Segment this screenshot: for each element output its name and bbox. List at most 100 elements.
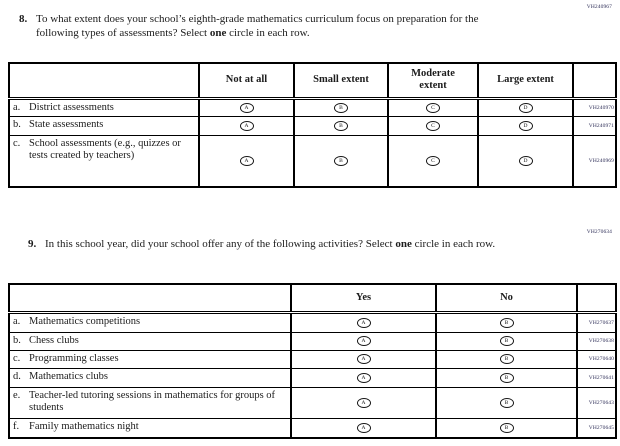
row-accession-code: VH270640 [576, 349, 617, 369]
option-cell: B [435, 311, 578, 333]
question-9-line-1: In this school year, did your school off… [45, 238, 412, 250]
answer-circle[interactable]: B [499, 372, 514, 383]
row-label-cell: e. Teacher-led tutoring sessions in mathe… [8, 386, 292, 419]
question-8-line-1: To what extent does your school’s eighth… [36, 13, 394, 25]
question-9-number: 9. [28, 238, 37, 250]
answer-circle[interactable]: D [518, 120, 533, 131]
option-cell: B [435, 367, 578, 388]
row-label: Chess clubs [29, 334, 79, 346]
row-accession-code: VH240970 [572, 97, 617, 117]
answer-circle[interactable]: B [334, 155, 348, 166]
question-9-line2-pre: circle in each row. [414, 238, 496, 250]
question-9-line1-pre: In this school year, did your school off… [45, 238, 396, 250]
answer-circle[interactable]: A [356, 422, 371, 433]
row-letter: f. [13, 420, 20, 432]
answer-circle[interactable]: A [239, 120, 254, 131]
row-label-cell: f. Family mathematics night [8, 417, 292, 439]
row-label: Mathematics clubs [29, 370, 109, 382]
option-cell: D [477, 97, 574, 117]
option-cell: A [290, 311, 437, 333]
answer-circle[interactable]: A [356, 372, 371, 383]
option-cell: B [435, 417, 578, 439]
q8-column-header-large-extent: Large extent [477, 62, 574, 100]
answer-circle[interactable]: A [356, 317, 371, 328]
q8-header-row: Not at all Small extent Moderate extent … [8, 62, 617, 100]
row-accession-code: VH270641 [576, 367, 617, 388]
row-label: Family mathematics night [29, 420, 139, 432]
question-8-number: 8. [19, 13, 28, 25]
option-cell: B [293, 134, 389, 188]
question-8-line2-bold: one [209, 26, 227, 39]
question-9: 9. In this school year, did your school … [28, 238, 514, 252]
option-cell: D [477, 115, 574, 136]
option-cell: C [387, 134, 479, 188]
q8-header-blank [8, 62, 200, 100]
answer-circle[interactable]: A [356, 354, 371, 365]
option-cell: A [290, 349, 437, 369]
answer-circle[interactable]: B [499, 336, 514, 347]
row-letter: d. [13, 370, 21, 382]
q9-header-code-blank [576, 283, 617, 314]
row-accession-code: VH240969 [572, 134, 617, 188]
option-cell: A [290, 331, 437, 351]
q9-header-row: Yes No [8, 283, 617, 314]
row-label-cell: b. State assessments [8, 115, 200, 136]
row-accession-code: VH270643 [576, 386, 617, 419]
option-cell: A [290, 367, 437, 388]
row-label-cell: c. Programming classes [8, 349, 292, 369]
answer-circle[interactable]: A [356, 336, 371, 347]
option-cell: B [435, 386, 578, 419]
q8-table-row-b: b. State assessments A B C D VH240971 [8, 115, 617, 136]
q8-column-header-not-at-all: Not at all [198, 62, 295, 100]
row-label: District assessments [29, 101, 114, 113]
option-cell: A [198, 97, 295, 117]
q9-table-row-c: c. Programming classes A B VH270640 [8, 349, 617, 369]
answer-circle[interactable]: B [499, 397, 514, 408]
question-9-line-2: circle in each row. [415, 238, 496, 250]
q9-table-row-f: f. Family mathematics night A B VH270645 [8, 417, 617, 439]
row-letter: a. [13, 101, 21, 113]
row-letter: b. [13, 334, 21, 346]
option-cell: A [198, 115, 295, 136]
answer-circle[interactable]: B [334, 102, 348, 113]
question-8: 8. To what extent does your school’s eig… [19, 13, 505, 40]
q9-column-header-no: No [435, 283, 578, 314]
row-label-cell: c. School assessments (e.g., quizzes or t… [8, 134, 200, 188]
option-cell: D [477, 134, 574, 188]
answer-circle[interactable]: C [426, 120, 440, 131]
question-9-text: In this school year, did your school off… [45, 238, 495, 252]
answer-circle[interactable]: A [356, 397, 371, 408]
answer-circle[interactable]: A [239, 155, 254, 166]
question-8-answer-table: Not at all Small extent Moderate extent … [8, 62, 617, 188]
row-accession-code: VH270645 [576, 417, 617, 439]
row-label: Teacher-led tutoring sessions in mathema… [29, 389, 276, 414]
row-letter: e. [13, 389, 21, 401]
option-cell: C [387, 115, 479, 136]
question-9-line1-bold: one [395, 238, 412, 250]
q9-table-row-b: b. Chess clubs A B VH270638 [8, 331, 617, 351]
answer-circle[interactable]: B [499, 354, 514, 365]
row-label-cell: a. District assessments [8, 97, 200, 117]
row-label-cell: a. Mathematics competitions [8, 311, 292, 333]
option-cell: B [435, 331, 578, 351]
question-8-line2-pre: preparation for the following types of a… [36, 13, 479, 39]
question-8-text: To what extent does your school’s eighth… [36, 13, 505, 40]
answer-circle[interactable]: D [518, 102, 533, 113]
answer-circle[interactable]: B [499, 317, 514, 328]
answer-circle[interactable]: C [426, 155, 440, 166]
option-cell: C [387, 97, 479, 117]
question-9-accession-code: VH270634 [586, 229, 612, 235]
answer-circle[interactable]: D [518, 155, 533, 166]
question-8-line1-pre: To what extent does your school’s eighth… [36, 13, 394, 25]
q8-header-code-blank [572, 62, 617, 100]
option-cell: A [290, 386, 437, 419]
row-label-cell: b. Chess clubs [8, 331, 292, 351]
answer-circle[interactable]: B [499, 422, 514, 433]
answer-circle[interactable]: B [334, 120, 348, 131]
option-cell: B [293, 97, 389, 117]
row-letter: a. [13, 315, 21, 327]
answer-circle[interactable]: C [426, 102, 440, 113]
answer-circle[interactable]: A [239, 102, 254, 113]
q9-table-row-e: e. Teacher-led tutoring sessions in mathe… [8, 386, 617, 419]
